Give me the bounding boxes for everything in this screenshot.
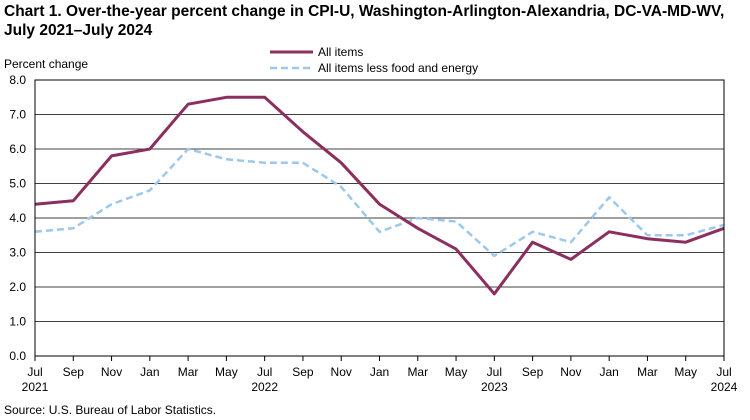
y-tick-label: 0.0 (9, 349, 26, 363)
x-tick-label: Sep (292, 365, 314, 379)
x-tick-label: Mar (637, 365, 658, 379)
y-tick-label: 1.0 (9, 315, 26, 329)
chart-title: Chart 1. Over-the-year percent change in… (4, 3, 725, 39)
x-tick-label: Jul (27, 365, 42, 379)
x-year-label: 2021 (22, 380, 49, 394)
x-tick-label: Nov (560, 365, 581, 379)
series-layer (34, 95, 725, 296)
series-line (34, 95, 725, 296)
source-note: Source: U.S. Bureau of Labor Statistics. (4, 403, 217, 417)
x-tick-label: Nov (101, 365, 122, 379)
x-tick-label: May (674, 365, 697, 379)
x-tick-label: May (445, 365, 468, 379)
y-tick-label: 6.0 (9, 142, 26, 156)
x-tick-label: Jan (140, 365, 159, 379)
series-line (34, 147, 725, 258)
x-tick-label: Mar (178, 365, 199, 379)
legend-label: All items (318, 45, 363, 59)
legend: All items All items less food and energy (270, 45, 478, 75)
y-tick-label: 7.0 (9, 108, 26, 122)
x-year-label: 2023 (481, 380, 508, 394)
legend-label: All items less food and energy (318, 61, 478, 75)
x-tick-label: Sep (522, 365, 544, 379)
y-axis: 0.0 1.0 2.0 3.0 4.0 5.0 6.0 7.0 8.0 (9, 73, 26, 363)
x-axis: Jul Sep Nov Jan Mar May Jul Sep Nov Jan Mar May Jul S… (22, 356, 738, 394)
x-tick-label: Sep (63, 365, 85, 379)
y-tick-label: 8.0 (9, 73, 26, 87)
x-tick-label: Jan (599, 365, 618, 379)
y-tick-label: 5.0 (9, 177, 26, 191)
x-tick-label: Jul (716, 365, 731, 379)
gridlines (35, 114, 724, 322)
x-tick-label: Mar (407, 365, 428, 379)
x-tick-label: May (215, 365, 238, 379)
x-tick-label: Jan (370, 365, 389, 379)
x-tick-label: Jul (257, 365, 272, 379)
y-axis-label: Percent change (4, 57, 88, 71)
x-year-label: 2024 (711, 380, 738, 394)
y-tick-label: 3.0 (9, 246, 26, 260)
x-year-label: 2022 (251, 380, 278, 394)
x-tick-label: Nov (331, 365, 352, 379)
y-tick-label: 2.0 (9, 280, 26, 294)
y-tick-label: 4.0 (9, 211, 26, 225)
x-tick-label: Jul (487, 365, 502, 379)
